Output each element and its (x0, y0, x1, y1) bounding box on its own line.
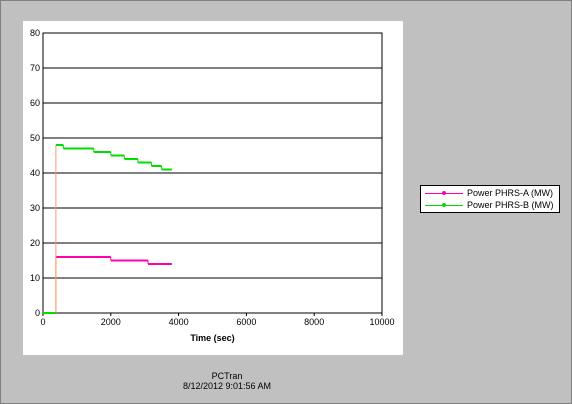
legend-marker-b (442, 203, 446, 207)
y-tick-label-0: 0 (35, 308, 40, 318)
footer-timestamp: 8/12/2012 9:01:56 AM (182, 381, 272, 391)
y-tick-label-70: 70 (30, 63, 40, 73)
plot-frame (42, 32, 383, 314)
legend-label-a: Power PHRS-A (MW) (467, 188, 554, 198)
x-tick-label-2000: 2000 (101, 317, 121, 327)
y-tick-label-60: 60 (30, 98, 40, 108)
y-tick-label-50: 50 (30, 133, 40, 143)
legend: Power PHRS-A (MW) Power PHRS-B (MW) (420, 185, 560, 213)
y-tick-label-30: 30 (30, 203, 40, 213)
chart-svg: 0 10 20 30 40 50 60 70 80 0 2000 4000 6000 8000 10000 T… (30, 28, 395, 343)
y-tick-label-10: 10 (30, 273, 40, 283)
y-tick-label-40: 40 (30, 168, 40, 178)
footer-app-name: PCTran (211, 371, 243, 381)
y-tick-label-80: 80 (30, 28, 40, 38)
legend-label-b: Power PHRS-B (MW) (467, 200, 554, 210)
x-tick-label-0: 0 (40, 317, 45, 327)
x-tick-label-4000: 4000 (169, 317, 189, 327)
legend-marker-a (442, 191, 446, 195)
legend-item-a: Power PHRS-A (MW) (421, 187, 559, 199)
x-tick-label-8000: 8000 (304, 317, 324, 327)
legend-item-b: Power PHRS-B (MW) (421, 199, 559, 211)
x-tick-label-6000: 6000 (236, 317, 256, 327)
y-tick-label-20: 20 (30, 238, 40, 248)
plot-panel: 0 10 20 30 40 50 60 70 80 0 2000 4000 6000 8000 10000 T… (23, 21, 403, 355)
x-axis-title: Time (sec) (190, 333, 234, 343)
x-tick-label-10000: 10000 (369, 317, 394, 327)
